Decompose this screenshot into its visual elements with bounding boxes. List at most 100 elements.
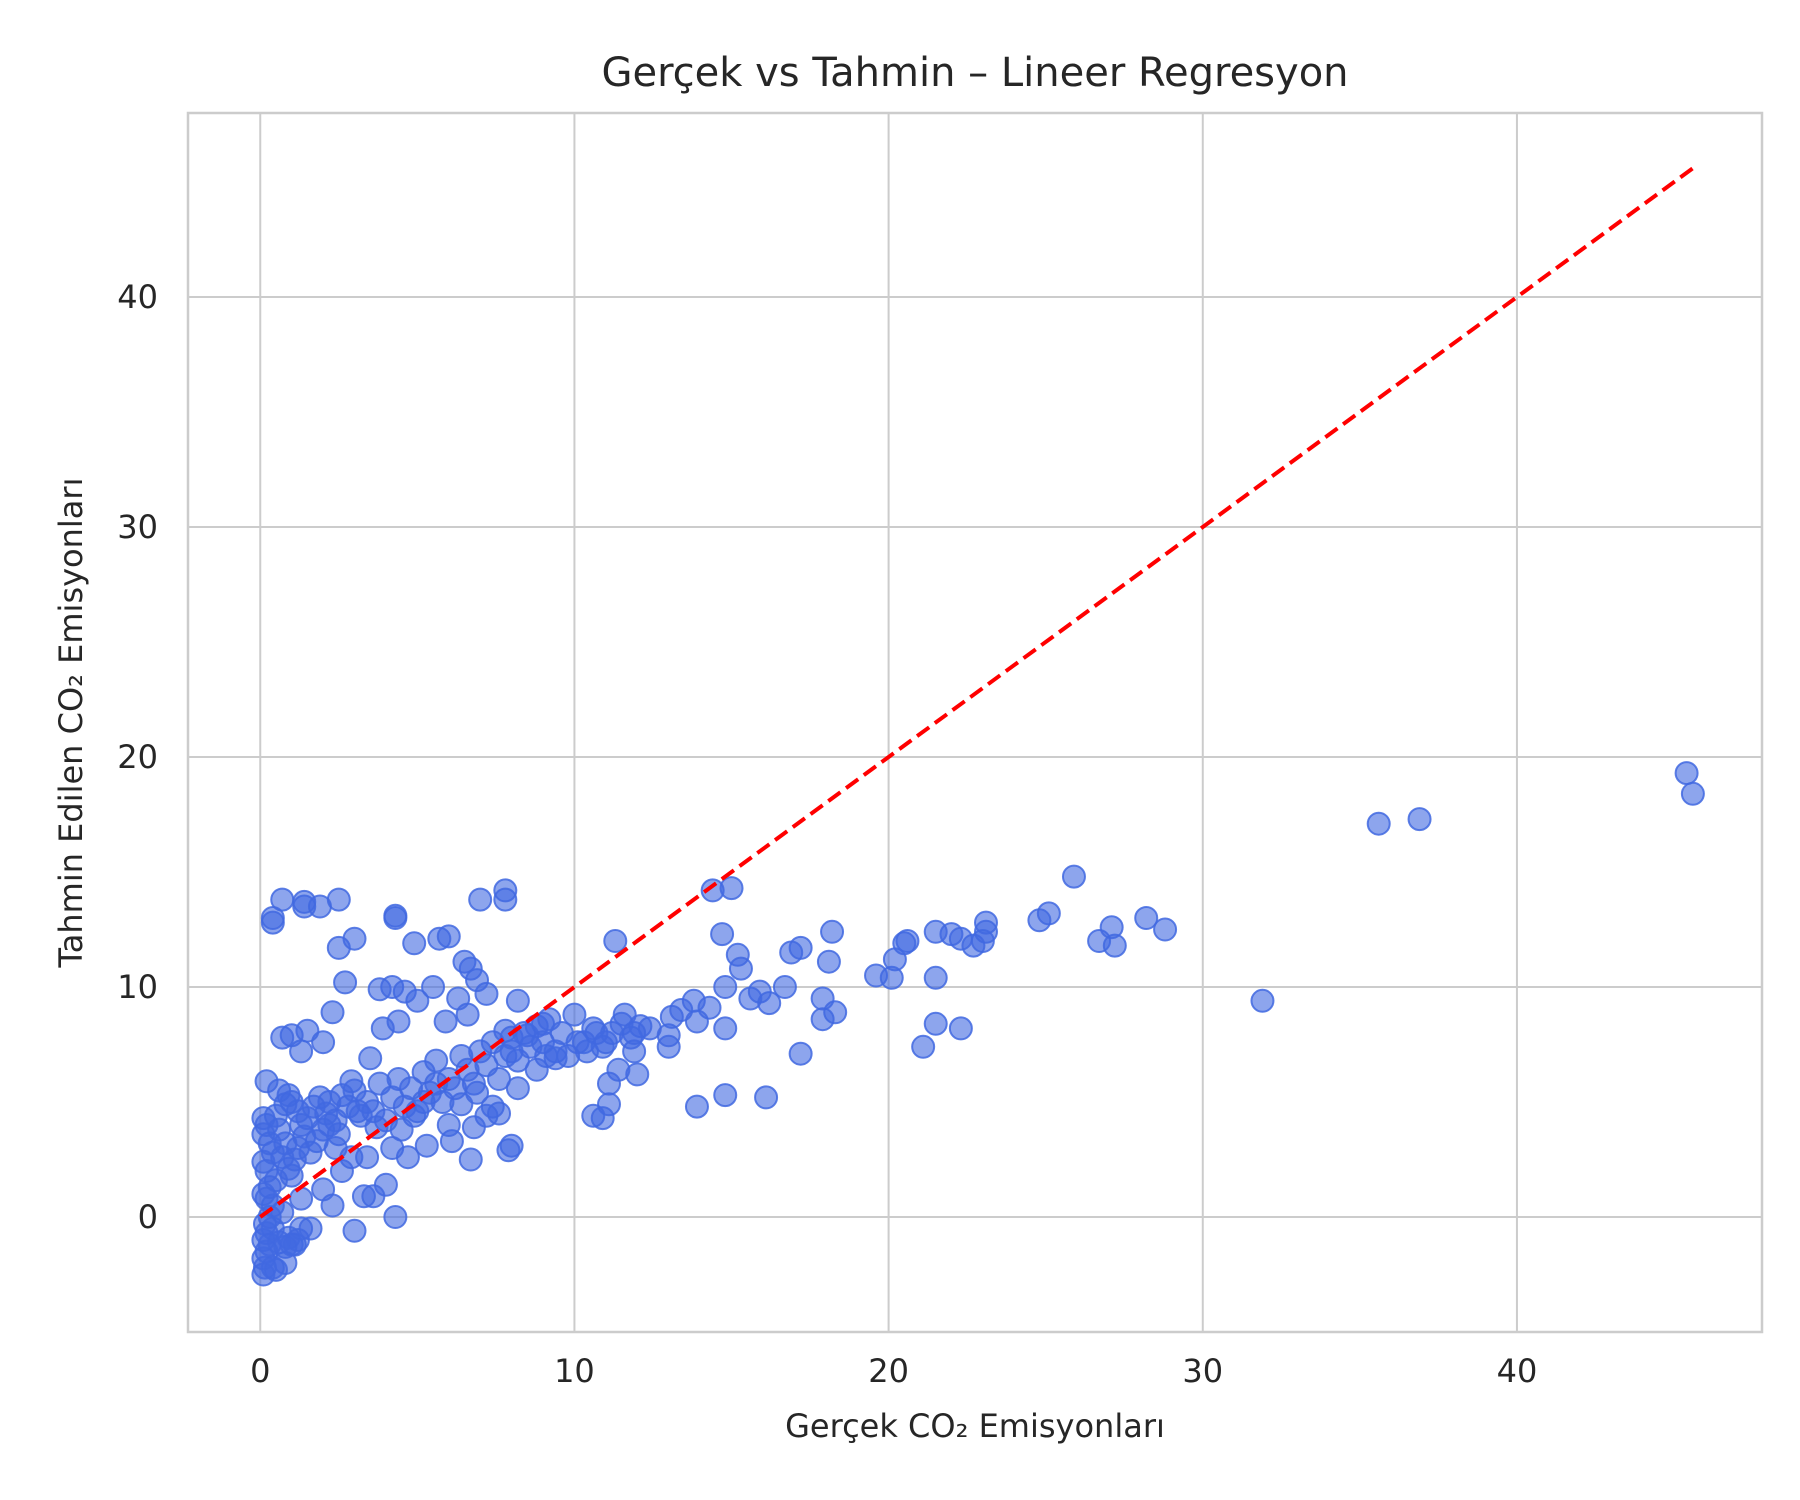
data-point: [326, 887, 351, 912]
data-point: [358, 1046, 383, 1071]
y-tick-label: 20: [117, 738, 158, 776]
data-point: [948, 1016, 973, 1041]
data-point: [1134, 906, 1159, 930]
data-point: [289, 1039, 314, 1064]
data-point: [565, 1030, 590, 1055]
data-point: [458, 1147, 483, 1172]
x-tick-label: 10: [554, 1352, 595, 1390]
data-point: [1153, 917, 1178, 942]
data-point: [757, 991, 782, 1016]
data-point: [260, 1255, 285, 1280]
data-point: [1250, 988, 1275, 1013]
y-tick-label: 40: [117, 278, 158, 316]
data-point: [820, 919, 845, 944]
data-point: [505, 1076, 530, 1101]
x-tick-label: 20: [868, 1352, 909, 1390]
data-point: [603, 929, 628, 953]
data-point: [1366, 811, 1391, 836]
data-point: [1680, 781, 1705, 806]
y-axis-label: Tahmin Edilen CO₂ Emisyonları: [52, 478, 90, 969]
x-tick-labels: 0 10 20 30 40: [250, 1352, 1537, 1390]
data-point: [788, 935, 813, 960]
data-point: [772, 975, 797, 999]
data-point: [414, 1133, 439, 1158]
data-point: [531, 1011, 556, 1036]
data-point: [1102, 933, 1127, 958]
data-point: [713, 1016, 738, 1041]
data-point: [273, 1092, 298, 1117]
data-point: [289, 1186, 314, 1211]
chart-title: Gerçek vs Tahmin – Lineer Regresyon: [601, 50, 1348, 96]
data-point: [273, 1234, 298, 1259]
data-point: [383, 1205, 408, 1229]
data-point: [823, 1000, 848, 1025]
x-tick-label: 30: [1182, 1352, 1223, 1390]
data-point: [487, 1067, 512, 1091]
data-point: [1036, 901, 1061, 926]
data-point: [562, 1002, 587, 1027]
data-point: [339, 1069, 364, 1094]
data-point: [326, 935, 351, 960]
data-point: [622, 1039, 647, 1064]
data-point: [270, 887, 295, 912]
data-point: [1674, 761, 1699, 786]
data-point: [436, 1113, 461, 1137]
data-point: [923, 965, 948, 990]
data-point: [383, 903, 408, 928]
data-point: [911, 1034, 936, 1059]
y-tick-label: 10: [117, 968, 158, 1006]
data-point: [499, 1039, 524, 1064]
data-point: [436, 924, 461, 949]
data-point: [317, 1113, 342, 1137]
data-points: [251, 761, 1705, 1287]
data-point: [754, 1085, 779, 1110]
data-point: [713, 975, 738, 999]
data-point: [461, 1115, 486, 1140]
data-point: [816, 949, 841, 974]
data-point: [505, 988, 530, 1013]
x-tick-label: 40: [1497, 1352, 1538, 1390]
x-axis-label: Gerçek CO₂ Emisyonları: [785, 1407, 1165, 1445]
data-point: [728, 956, 753, 981]
data-point: [895, 929, 920, 953]
data-point: [320, 1000, 345, 1025]
data-point: [1407, 807, 1432, 832]
data-point: [405, 988, 430, 1013]
data-point: [474, 981, 499, 1006]
data-point: [311, 1177, 336, 1202]
data-point: [433, 1009, 458, 1034]
data-point: [973, 910, 998, 935]
data-point: [480, 1094, 505, 1119]
data-point: [342, 1218, 367, 1243]
data-point: [493, 887, 518, 912]
data-point: [395, 1145, 420, 1170]
data-point: [684, 1094, 709, 1119]
data-point: [298, 1216, 323, 1241]
data-point: [499, 1133, 524, 1158]
data-point: [697, 995, 722, 1020]
data-point: [465, 1080, 490, 1105]
data-point: [424, 1071, 449, 1096]
data-point: [788, 1041, 813, 1066]
data-point: [402, 931, 427, 956]
data-point: [364, 1115, 389, 1140]
data-point: [351, 1184, 376, 1209]
y-tick-label: 30: [117, 508, 158, 546]
data-point: [386, 1009, 411, 1034]
plot-frame: [186, 111, 1764, 1334]
data-point: [719, 876, 744, 901]
x-tick-label: 0: [250, 1352, 270, 1390]
y-tick-labels: 0 10 20 30 40: [117, 278, 158, 1236]
data-point: [333, 970, 358, 995]
data-point: [596, 1092, 621, 1117]
data-point: [311, 1030, 336, 1055]
y-tick-label: 0: [138, 1198, 158, 1236]
data-point: [625, 1062, 650, 1087]
data-point: [543, 1046, 568, 1071]
reference-line: [259, 166, 1695, 1219]
data-point: [1061, 864, 1086, 889]
data-point: [710, 922, 735, 947]
data-point: [421, 975, 446, 999]
data-point: [455, 1002, 480, 1027]
